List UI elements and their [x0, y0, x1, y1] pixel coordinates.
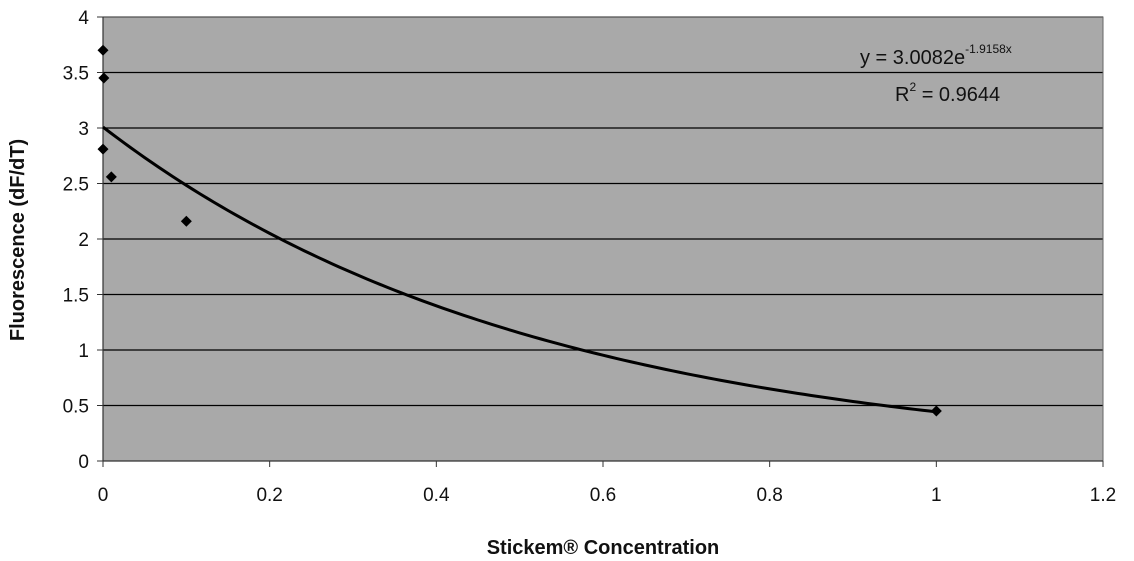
data-point-marker: [97, 44, 109, 56]
equation-prefix: y = 3.0082e: [860, 47, 965, 69]
x-tick-label: 0: [98, 485, 109, 506]
r-squared-prefix: R: [895, 84, 909, 106]
x-tick-label: 0.8: [756, 485, 782, 506]
r-squared-label: R2 = 0.9644: [895, 80, 1000, 106]
x-tick-label: 1: [931, 485, 942, 506]
y-tick-label: 0.5: [63, 397, 89, 418]
data-point-marker: [98, 72, 110, 84]
equation-label: y = 3.0082e-1.9158x: [860, 42, 1012, 69]
y-tick-label: 2.5: [63, 175, 89, 196]
x-tick-label: 0.2: [256, 485, 282, 506]
trendline: [102, 125, 937, 414]
tick-labels: 0 0.5 1 1.5 2 2.5 3 3.5 4 0 0.2 0.4 0.6 0.8 1 1.2: [63, 8, 1117, 506]
x-tick-label: 0.4: [423, 485, 450, 506]
x-tick-label: 1.2: [1090, 485, 1116, 506]
y-tick-label: 1: [78, 341, 89, 362]
x-axis-title: Stickem® Concentration: [487, 537, 720, 559]
y-tick-label: 3.5: [63, 64, 89, 85]
y-tick-label: 2: [78, 230, 89, 251]
y-axis-title: Fluorescence (dF/dT): [7, 139, 29, 341]
y-tick-label: 0: [78, 452, 89, 473]
axes: [97, 16, 1104, 467]
r-squared-value: = 0.9644: [916, 84, 1000, 106]
y-tick-label: 1.5: [63, 286, 89, 307]
x-tick-label: 0.6: [590, 485, 616, 506]
data-point-marker: [180, 215, 192, 227]
data-point-marker: [105, 171, 117, 183]
y-tick-label: 3: [78, 119, 89, 140]
equation-exponent: -1.9158x: [965, 42, 1012, 56]
data-point-marker: [97, 143, 109, 155]
data-points: [97, 44, 942, 417]
r-squared-sup: 2: [909, 80, 916, 94]
y-tick-label: 4: [78, 8, 89, 29]
data-point-marker: [930, 405, 942, 417]
